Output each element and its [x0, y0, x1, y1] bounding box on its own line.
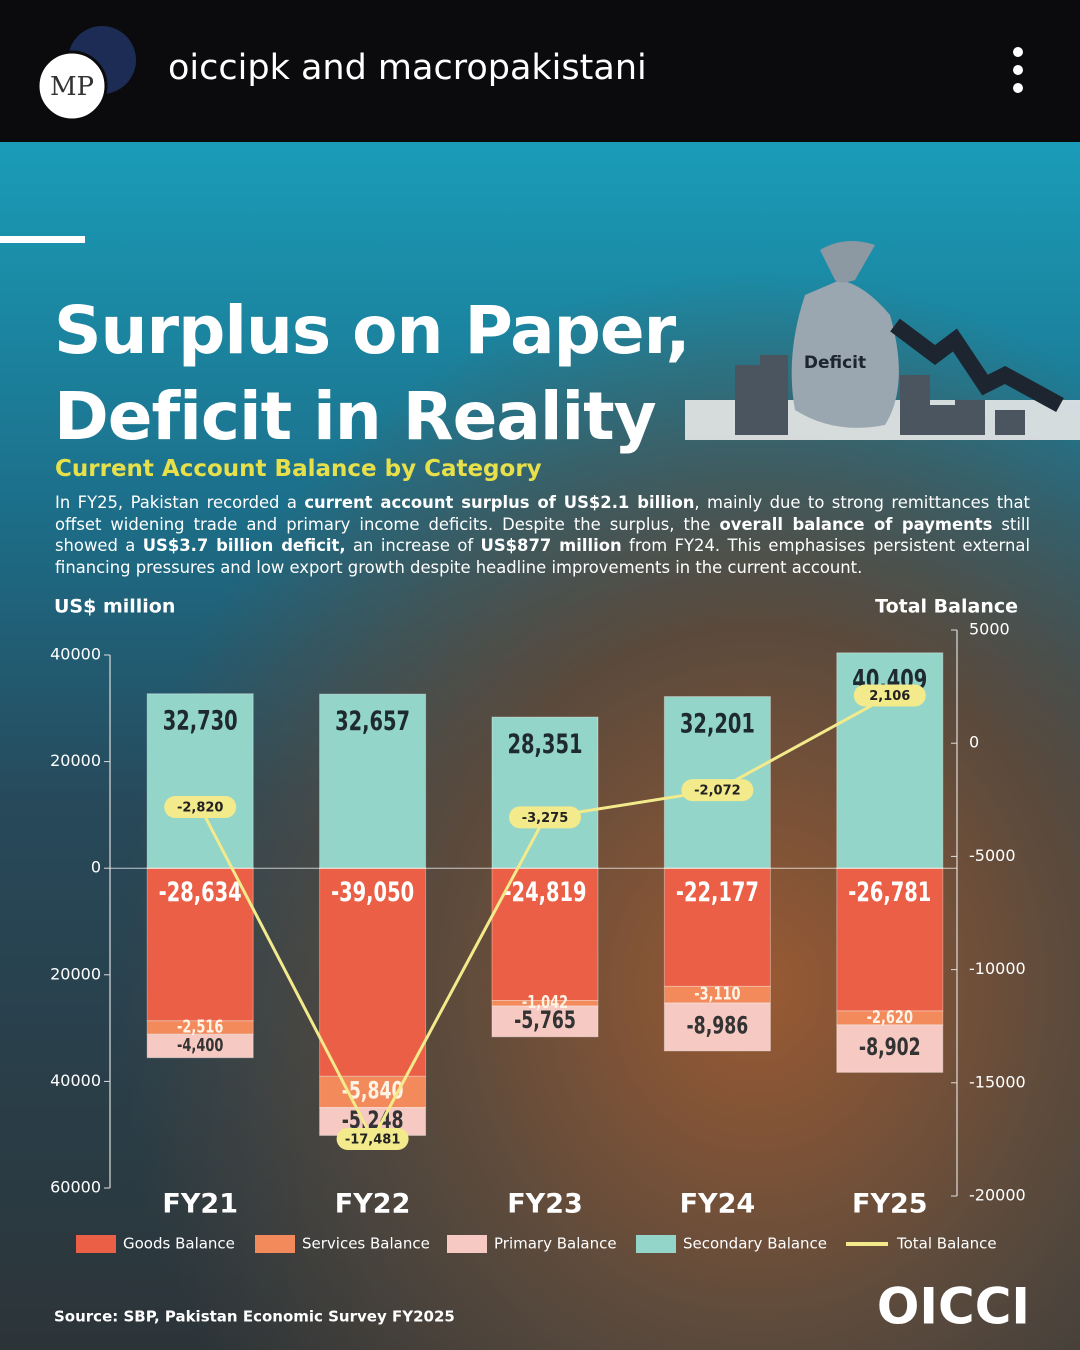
- y2-tick-label: -20000: [969, 1186, 1026, 1205]
- x-tick-label: FY23: [507, 1189, 583, 1220]
- total-pill-bg: [853, 684, 926, 707]
- legend-label: Primary Balance: [494, 1235, 617, 1253]
- x-tick-label: FY21: [162, 1189, 238, 1220]
- bar-value-label: -8,902: [859, 1034, 921, 1062]
- bar-segment: [319, 867, 427, 1077]
- y2-tick-label: -10000: [969, 959, 1026, 978]
- total-pill-bg: [509, 806, 581, 829]
- total-pill: 2,106: [853, 684, 926, 707]
- total-pill: -2,820: [164, 796, 237, 819]
- bar-value-label: -8,986: [687, 1013, 749, 1041]
- bar-segment: [319, 1075, 427, 1108]
- subtitle: Current Account Balance by Category: [55, 456, 542, 482]
- y-tick-label: 0: [91, 858, 101, 877]
- y-tick-label: 60000: [50, 1178, 101, 1197]
- legend-swatch: [636, 1235, 676, 1253]
- x-tick-label: FY22: [335, 1189, 411, 1220]
- total-value-label: 2,106: [869, 689, 910, 704]
- description-bold: US$3.7 billion deficit,: [142, 536, 346, 556]
- bar-value-label: -3,110: [694, 983, 740, 1004]
- avatar-text: MP: [50, 72, 94, 102]
- total-pill-bg: [336, 1127, 409, 1150]
- bars: [146, 652, 944, 1136]
- total-pill: -3,275: [509, 806, 581, 829]
- bar-value-label: -2,620: [867, 1006, 913, 1027]
- x-tick-label: FY25: [852, 1189, 928, 1220]
- legend-label: Goods Balance: [123, 1235, 235, 1253]
- bar-value-label: -39,050: [331, 876, 414, 908]
- y2-tick-label: 0: [969, 733, 979, 752]
- total-pill-bg: [164, 796, 237, 819]
- y2-tick-label: -15000: [969, 1072, 1026, 1091]
- illustration-label: Deficit: [804, 353, 866, 373]
- account-name[interactable]: oiccipk and macropakistani: [168, 48, 647, 88]
- total-value-label: -17,481: [345, 1132, 401, 1147]
- title-line: Surplus on Paper,: [54, 292, 691, 369]
- bar-value-label: -24,819: [503, 876, 586, 908]
- description-text: from FY24. This emphasises persistent ex…: [55, 536, 1030, 577]
- description-bold: current account surplus of US$2.1 billio…: [304, 493, 695, 512]
- bar-segment: [663, 1002, 771, 1052]
- bar-segment: [146, 867, 254, 1022]
- description-bold: overall balance of payments: [719, 514, 993, 534]
- total-pill: -17,481: [336, 1127, 409, 1150]
- total-pill-bg: [681, 779, 754, 802]
- bar-segment: [491, 867, 599, 1001]
- bar-segment: [491, 1005, 599, 1038]
- legend-swatch: [447, 1235, 487, 1253]
- y-tick-label: 40000: [50, 645, 101, 664]
- description: In FY25, Pakistan recorded a current acc…: [55, 492, 1030, 578]
- description-text: still showed a: [55, 514, 1031, 556]
- bar-segment: [146, 693, 254, 869]
- bar-segment: [491, 716, 599, 869]
- bar-value-label: -1,042: [522, 992, 568, 1013]
- y2-axis-label: Total Balance: [875, 596, 1018, 618]
- source: Source: SBP, Pakistan Economic Survey FY…: [54, 1308, 455, 1326]
- bar-value-label: -2,516: [177, 1016, 223, 1037]
- bar-labels: -28,634-2,516-4,40032,730-39,050-5,840-5…: [159, 663, 932, 1135]
- y-axis-label: US$ million: [54, 596, 175, 618]
- accent-bar: [0, 236, 85, 243]
- bar-value-label: -28,634: [159, 876, 242, 908]
- y-tick-label: 40000: [50, 1071, 101, 1090]
- legend-swatch: [76, 1235, 116, 1253]
- legend-label: Services Balance: [302, 1235, 430, 1253]
- title: Surplus on Paper, Deficit in Reality: [54, 288, 691, 460]
- legend-label: Total Balance: [896, 1235, 997, 1253]
- bar-value-label: -26,781: [848, 876, 931, 908]
- total-value-label: -2,820: [177, 801, 224, 816]
- bar-value-label: -4,400: [177, 1034, 223, 1055]
- y-tick-label: 20000: [50, 751, 101, 770]
- x-tick-label: FY24: [680, 1189, 756, 1220]
- description-bold: US$877 million: [480, 536, 622, 556]
- total-pill: -2,072: [681, 779, 754, 802]
- total-value-label: -2,072: [694, 784, 741, 799]
- more-menu[interactable]: [1004, 46, 1034, 96]
- bar-value-label: 32,657: [335, 704, 410, 736]
- avatar[interactable]: MP: [30, 20, 150, 130]
- y2-tick-label: 5000: [969, 620, 1010, 639]
- description-text: an increase of: [345, 536, 481, 556]
- y-tick-label: 20000: [50, 964, 101, 983]
- description-text: , mainly due to strong remittances that …: [55, 493, 1030, 534]
- bar-segment: [663, 985, 771, 1004]
- legend-label: Secondary Balance: [683, 1235, 827, 1253]
- bar-segment: [146, 1033, 254, 1059]
- bar-segment: [836, 1024, 944, 1073]
- bar-value-label: 32,730: [163, 704, 238, 736]
- bar-value-label: -22,177: [676, 876, 759, 908]
- bar-value-label: -5,765: [514, 1007, 576, 1035]
- title-line: Deficit in Reality: [54, 378, 657, 455]
- illustration: Deficit: [685, 241, 1080, 440]
- description-text: In FY25, Pakistan recorded a: [55, 493, 305, 512]
- y2-tick-label: -5000: [969, 846, 1016, 865]
- post-header: MP oiccipk and macropakistani: [0, 0, 1080, 142]
- logo: OICCI: [877, 1278, 1030, 1336]
- bar-value-label: 32,201: [680, 707, 755, 739]
- bar-value-label: 28,351: [508, 727, 583, 759]
- total-value-label: -3,275: [522, 811, 569, 826]
- legend-swatch: [255, 1235, 295, 1253]
